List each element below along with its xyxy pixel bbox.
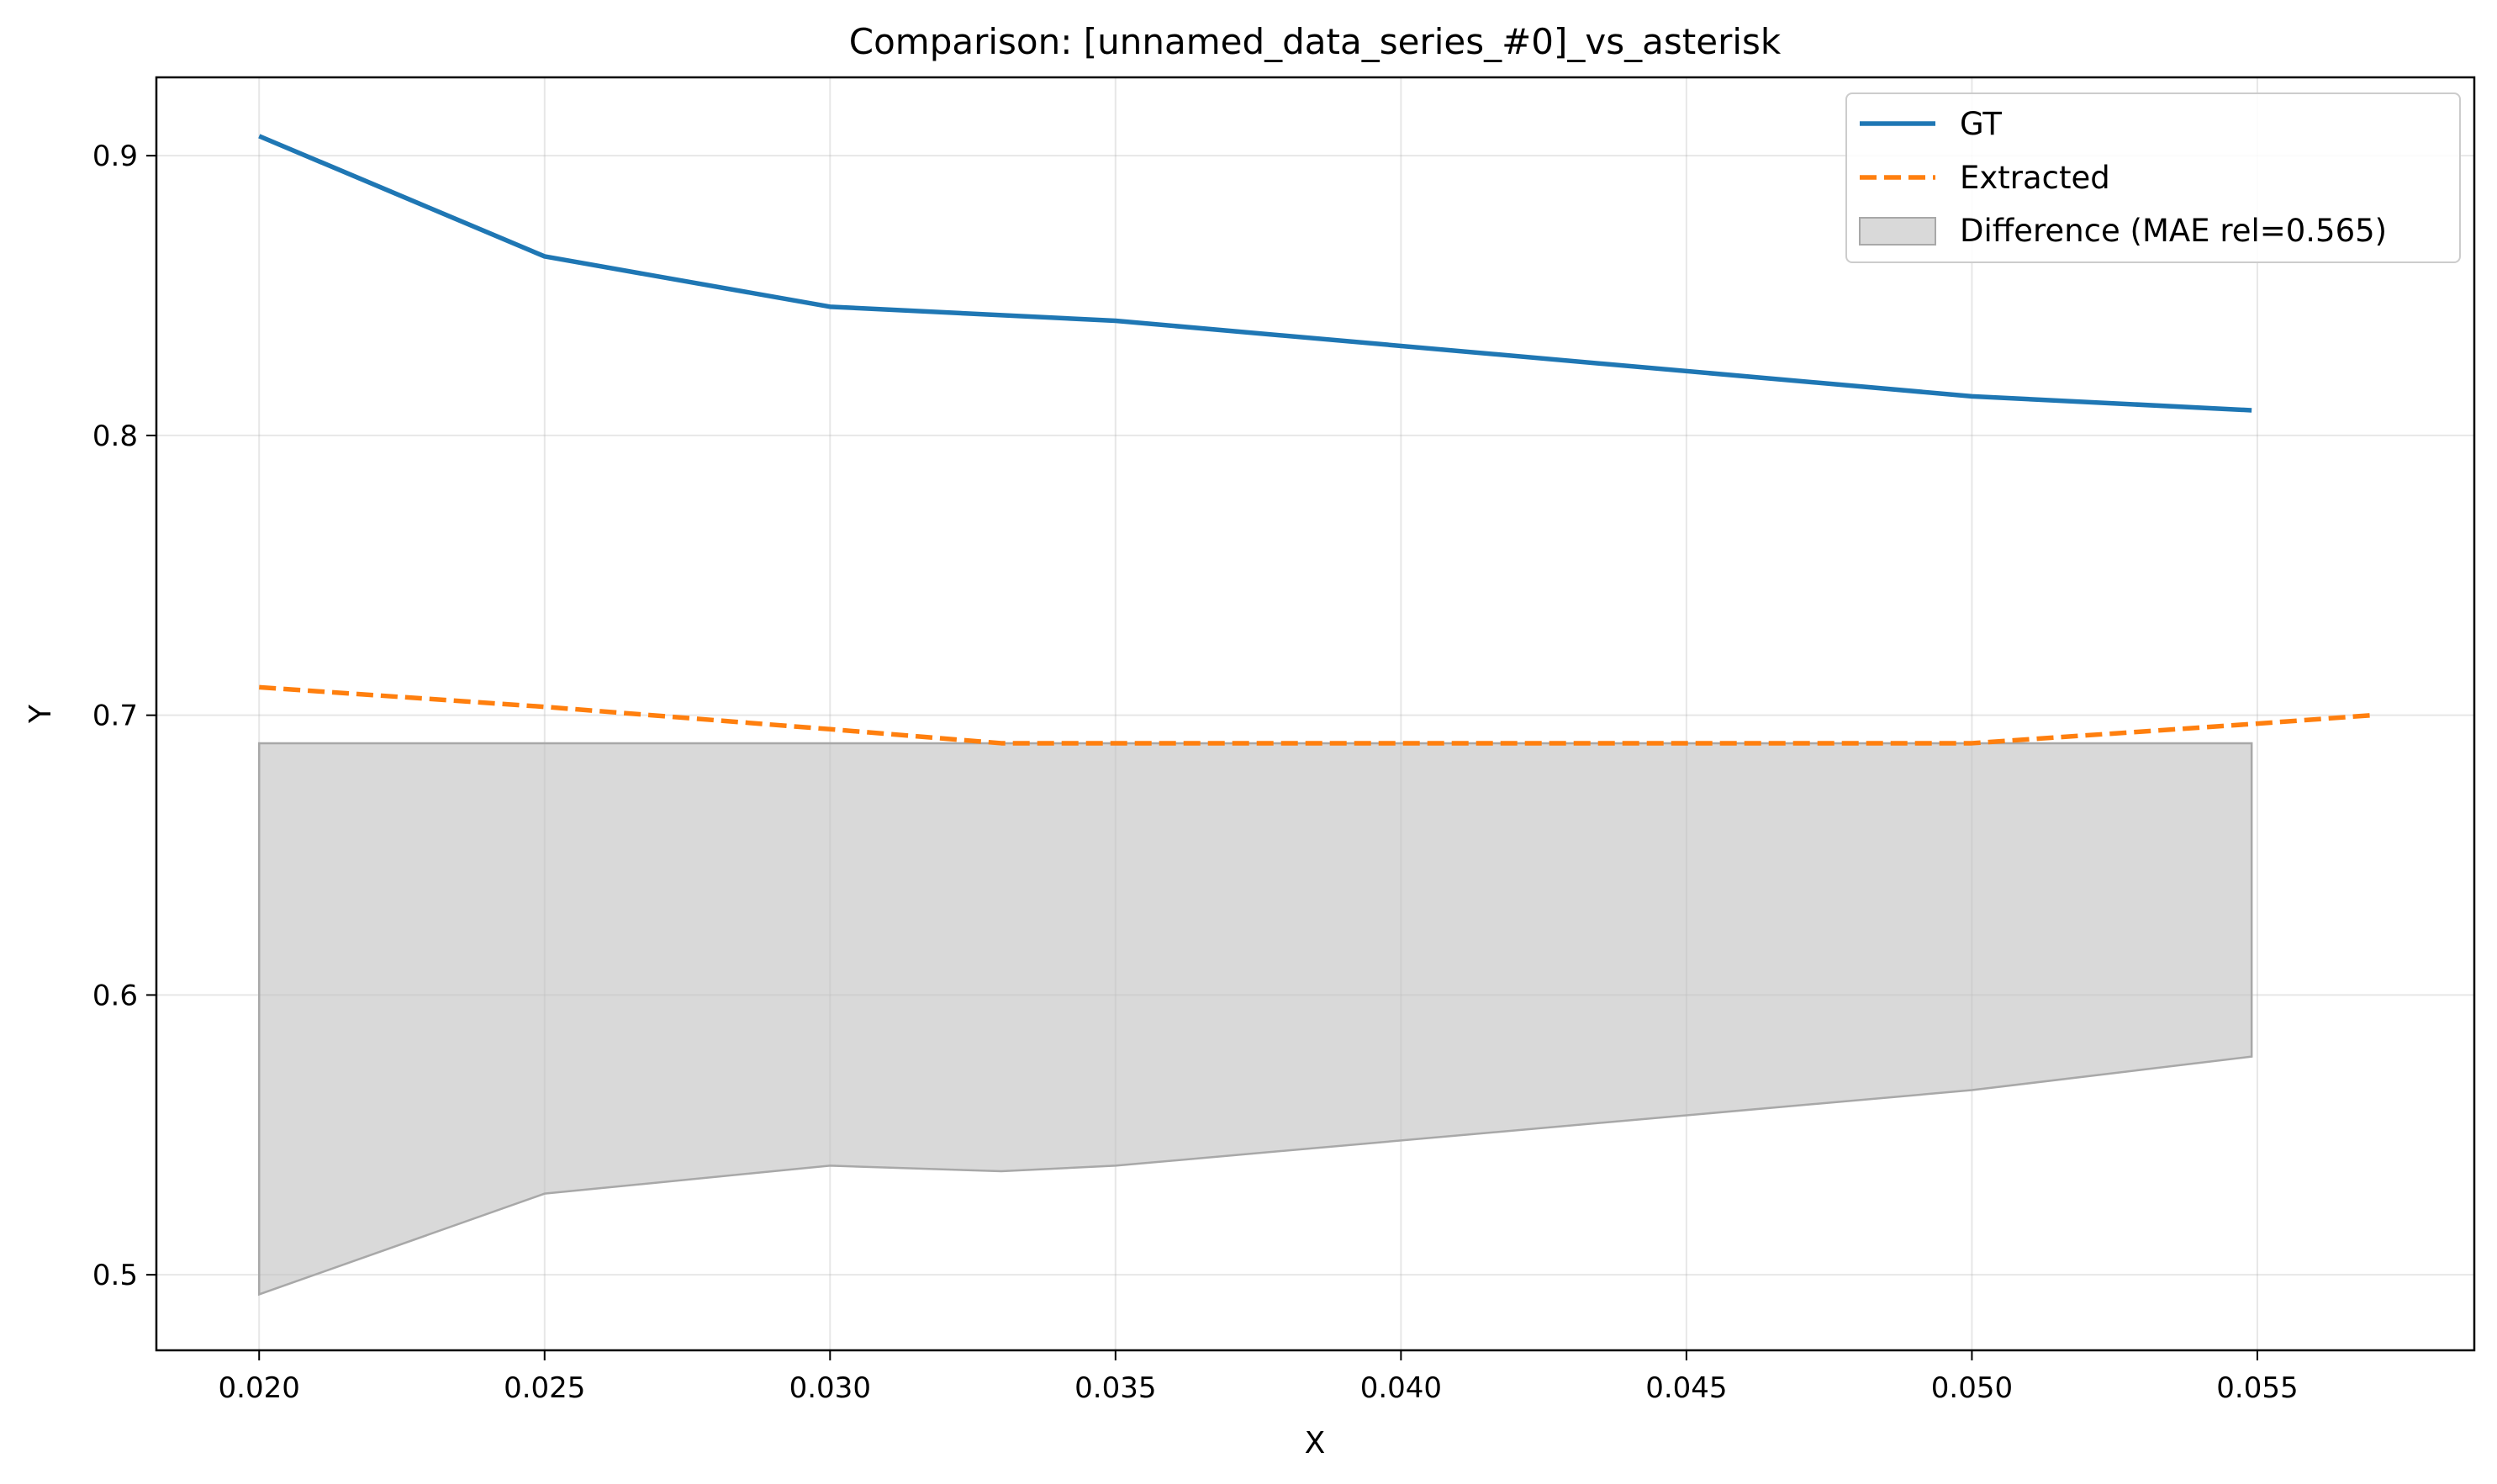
x-tick-label: 0.035	[1074, 1371, 1156, 1405]
series-line-gt	[258, 134, 2252, 413]
y-axis-label: Y	[24, 704, 58, 724]
y-axis-ticks: 0.5 0.6 0.7 0.8 0.9	[92, 140, 156, 1292]
legend: GT Extracted Difference (MAE rel=0.565)	[1845, 92, 2461, 263]
difference-fill	[257, 742, 2253, 1297]
legend-gt-label: GT	[1960, 106, 2002, 142]
x-tick-label: 0.045	[1645, 1371, 1727, 1405]
legend-extracted-label: Extracted	[1960, 160, 2110, 196]
plot-frame	[155, 76, 2476, 1352]
series-lines	[258, 134, 2372, 746]
x-axis-label: X	[1305, 1426, 1326, 1460]
difference-area	[257, 742, 2253, 1297]
y-tick-label: 0.6	[92, 979, 138, 1012]
series-line-extracted	[259, 684, 2372, 746]
x-tick-label: 0.050	[1931, 1371, 2013, 1405]
y-tick-label: 0.9	[92, 140, 138, 173]
legend-difference-label: Difference (MAE rel=0.565)	[1960, 213, 2387, 249]
y-tick-label: 0.5	[92, 1259, 138, 1292]
x-tick-label: 0.055	[2216, 1371, 2298, 1405]
legend-box	[1845, 92, 2461, 263]
legend-difference-swatch	[1859, 217, 1936, 246]
chart-title: Comparison: [unnamed_data_series_#0]_vs_…	[849, 21, 1782, 62]
x-tick-label: 0.040	[1360, 1371, 1442, 1405]
x-tick-label: 0.020	[219, 1371, 300, 1405]
y-tick-label: 0.7	[92, 700, 138, 733]
x-axis-ticks: 0.020 0.025 0.030 0.035 0.040 0.045 0.050 0.055	[219, 1350, 2299, 1405]
y-tick-label: 0.8	[92, 420, 138, 453]
x-tick-label: 0.025	[504, 1371, 585, 1405]
x-tick-label: 0.030	[789, 1371, 871, 1405]
